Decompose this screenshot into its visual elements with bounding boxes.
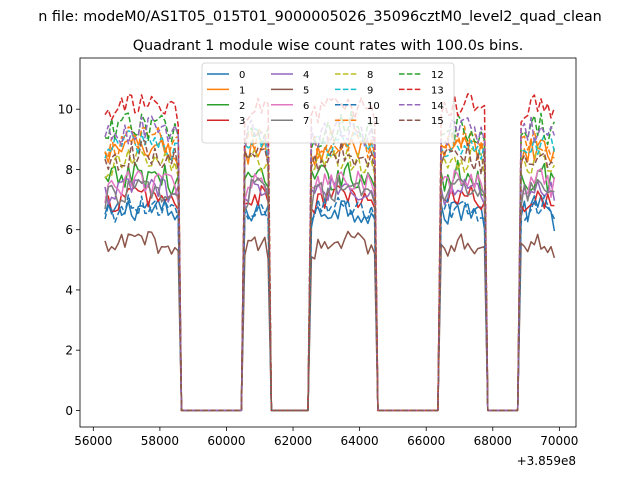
- legend-label-6: 6: [303, 101, 309, 112]
- series-lines: [104, 93, 556, 412]
- legend-label-13: 13: [431, 85, 444, 96]
- figure-suptitle: n file: modeM0/AS1T05_015T01_9000005026_…: [38, 9, 602, 25]
- y-tick-label: 6: [65, 223, 73, 237]
- y-tick-label: 0: [65, 404, 73, 418]
- x-tick-label: 68000: [474, 434, 512, 448]
- x-tick-label: 66000: [407, 434, 445, 448]
- y-tick-label: 10: [58, 103, 73, 117]
- x-tick-label: 64000: [341, 434, 379, 448]
- legend-box: [201, 62, 455, 144]
- legend-label-8: 8: [367, 70, 373, 81]
- x-tick-label: 56000: [74, 434, 112, 448]
- legend-label-7: 7: [303, 116, 309, 127]
- y-tick-label: 4: [65, 283, 73, 297]
- legend-label-11: 11: [367, 116, 380, 127]
- y-axis: 0 2 4 6 8 10: [58, 103, 80, 418]
- plot-frame: [79, 57, 577, 428]
- series-line-11: [104, 125, 555, 412]
- legend-label-15: 15: [431, 116, 444, 127]
- y-tick-label: 2: [65, 344, 73, 358]
- legend-label-5: 5: [303, 85, 309, 96]
- x-tick-label: 62000: [274, 434, 312, 448]
- series-line-15: [104, 139, 555, 412]
- legend-label-10: 10: [367, 101, 380, 112]
- x-tick-label: 58000: [141, 434, 179, 448]
- x-axis: 56000 58000 60000 62000 64000 66000 68000 70000: [74, 427, 578, 448]
- x-tick-label: 60000: [207, 434, 245, 448]
- y-tick-label: 8: [65, 163, 73, 177]
- legend-label-0: 0: [239, 70, 245, 81]
- legend-label-14: 14: [431, 101, 444, 112]
- legend-label-2: 2: [239, 101, 245, 112]
- x-offset-label: +3.859e8: [517, 454, 576, 468]
- legend-label-3: 3: [239, 116, 245, 127]
- legend-label-4: 4: [303, 70, 309, 81]
- legend-label-12: 12: [431, 70, 444, 81]
- chart-title: Quadrant 1 module wise count rates with …: [133, 38, 524, 54]
- x-tick-label: 70000: [540, 434, 578, 448]
- legend-label-9: 9: [367, 85, 373, 96]
- legend-label-1: 1: [239, 85, 245, 96]
